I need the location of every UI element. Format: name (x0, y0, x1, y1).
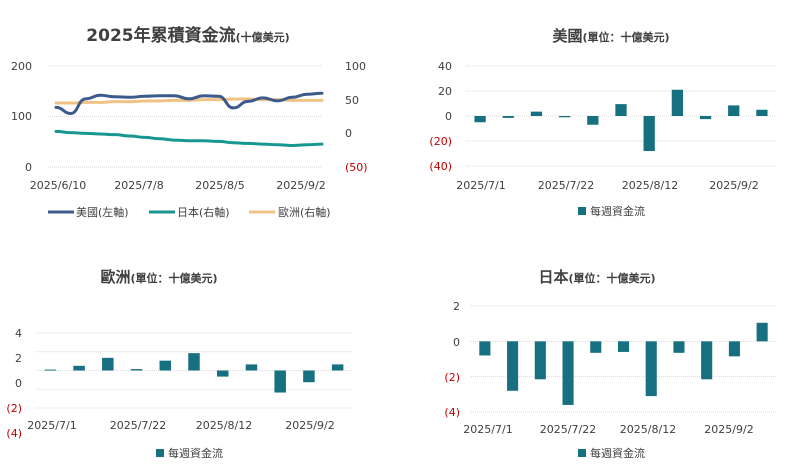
x-tick-label: 2025/9/2 (276, 179, 325, 192)
y-tick-label: (4) (444, 406, 460, 419)
right-y-tick-label: 0 (345, 127, 352, 140)
y-tick-label: 0 (445, 110, 452, 123)
bar (130, 369, 143, 371)
bar (534, 341, 546, 380)
right-y-tick-label: 100 (345, 60, 366, 73)
legend-label-us: 美國(左軸) (76, 205, 129, 219)
y-tick-label: 0 (15, 377, 22, 390)
right-y-tick-label: (50) (345, 161, 368, 174)
bar (587, 116, 599, 125)
bar (756, 322, 768, 342)
bar (507, 341, 519, 391)
y-tick-label: 0 (453, 336, 460, 349)
bar (673, 341, 685, 353)
europe-chart-title: 歐洲(單位：十億美元) (100, 268, 217, 286)
line-legend: 美國(左軸) 日本(右軸) 歐洲(右軸) (48, 205, 331, 219)
legend-label-japan: 日本(右軸) (177, 205, 230, 219)
x-tick-label: 2025/8/12 (620, 423, 676, 436)
bar (590, 341, 602, 353)
x-tick-label: 2025/7/22 (110, 419, 166, 432)
bar (245, 364, 258, 371)
bar (216, 370, 229, 377)
bar (671, 89, 683, 116)
bar (102, 357, 114, 371)
bar (728, 341, 740, 357)
bar (303, 370, 315, 383)
x-tick-label: 2025/6/10 (30, 179, 86, 192)
legend-label: 每週資金流 (590, 204, 645, 218)
bar (615, 104, 627, 116)
us-chart-title: 美國(單位：十億美元) (552, 27, 669, 45)
x-tick-label: 2025/9/2 (709, 179, 758, 192)
x-tick-label: 2025/8/12 (622, 179, 678, 192)
left-y-tick-label: 100 (11, 110, 32, 123)
left-y-tick-label: 0 (25, 161, 32, 174)
bar (699, 116, 712, 120)
x-tick-label: 2025/7/8 (114, 179, 163, 192)
bar (188, 353, 200, 371)
bar (645, 341, 657, 397)
left-y-tick-label: 200 (11, 60, 32, 73)
y-tick-label: 40 (438, 60, 452, 73)
legend-label-europe: 歐洲(右軸) (278, 205, 331, 219)
bar (617, 341, 630, 352)
right-y-tick-label: 50 (345, 94, 359, 107)
x-tick-label: 2025/8/12 (196, 419, 252, 432)
cumulative-chart: 2025年累積資金流(十億美元) 200 100 0 100 50 0 (50)… (11, 25, 368, 219)
bar (474, 116, 486, 123)
bar (274, 370, 286, 393)
legend-swatch (156, 449, 164, 457)
japan-chart-title: 日本(單位：十億美元) (538, 268, 655, 286)
x-tick-label: 2025/7/22 (538, 179, 594, 192)
y-tick-label: 20 (438, 85, 452, 98)
bar (559, 116, 571, 118)
y-tick-label: (40) (429, 160, 452, 173)
x-tick-label: 2025/7/1 (27, 419, 76, 432)
bar (159, 360, 172, 371)
legend-label: 每週資金流 (168, 446, 223, 460)
bar (701, 341, 713, 380)
legend-swatch (578, 207, 586, 215)
japan-chart: 日本(單位：十億美元) 2 0 (2) (4) 2025/7/1 2025/7/… (444, 268, 776, 460)
bar (530, 111, 543, 116)
y-tick-label: 2 (15, 352, 22, 365)
cumulative-chart-title: 2025年累積資金流(十億美元) (86, 25, 289, 46)
x-tick-label: 2025/8/5 (195, 179, 244, 192)
y-tick-label: 4 (15, 327, 22, 340)
x-tick-label: 2025/7/22 (540, 423, 596, 436)
x-tick-label: 2025/9/2 (285, 419, 334, 432)
bar (479, 341, 491, 356)
y-tick-label: (4) (6, 427, 22, 440)
series-line-us (54, 91, 324, 115)
bar (728, 105, 740, 116)
y-tick-label: (2) (444, 371, 460, 384)
legend-label: 每週資金流 (590, 446, 645, 460)
bar (643, 116, 655, 151)
legend-swatch (578, 449, 586, 457)
bar (562, 341, 574, 405)
x-tick-label: 2025/7/1 (456, 179, 505, 192)
bar (502, 116, 514, 118)
y-tick-label: (2) (6, 402, 22, 415)
x-tick-label: 2025/9/2 (704, 423, 753, 436)
bar (756, 109, 768, 116)
us-chart: 美國(單位：十億美元) 40 20 0 (20) (40) 2025/7/1 2… (429, 27, 776, 218)
bar (73, 365, 85, 371)
bar (44, 369, 57, 371)
europe-chart: 歐洲(單位：十億美元) 4 2 0 (2) (4) 2025/7/1 2025/… (6, 268, 352, 460)
series-line-japan (54, 129, 324, 147)
bar (331, 364, 344, 371)
y-tick-label: (20) (429, 135, 452, 148)
x-tick-label: 2025/7/1 (463, 423, 512, 436)
y-tick-label: 2 (453, 300, 460, 313)
